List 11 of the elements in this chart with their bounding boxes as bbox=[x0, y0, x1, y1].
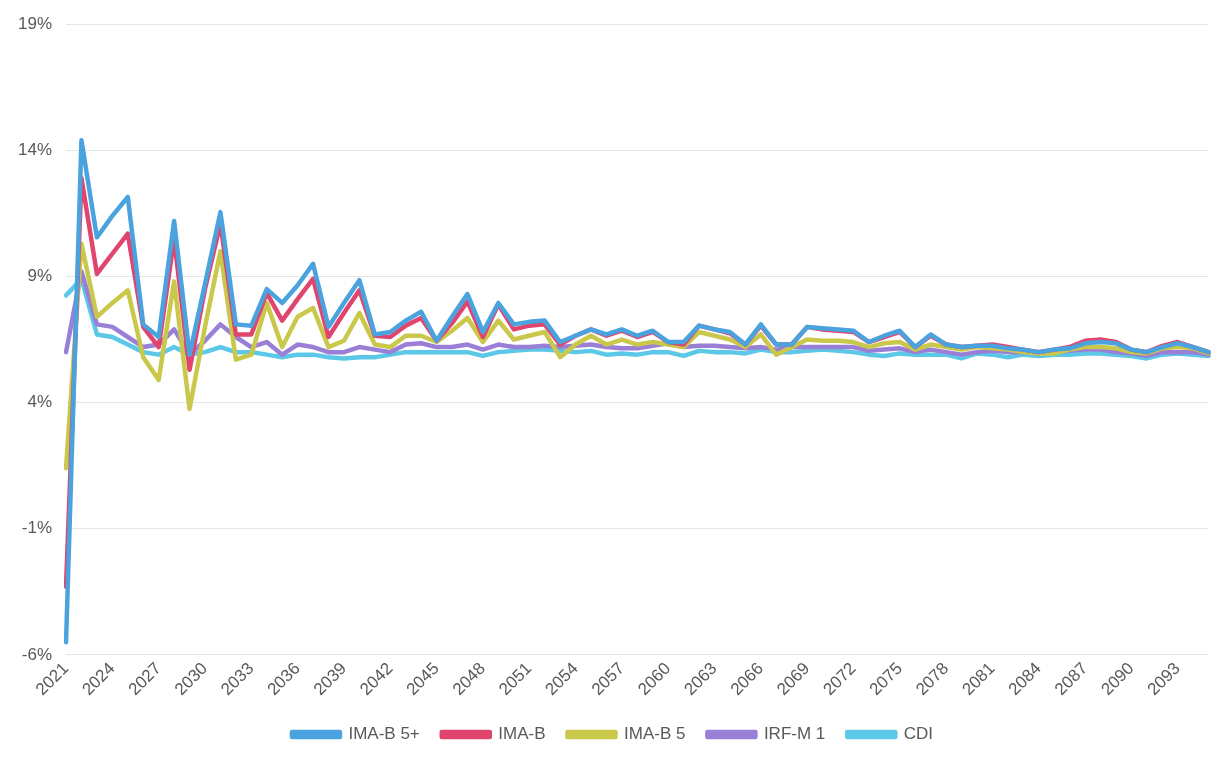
legend-label: IRF-M 1 bbox=[763, 724, 826, 744]
legend-label: IMA-B 5 bbox=[623, 724, 686, 744]
legend-label: IMA-B bbox=[498, 724, 546, 744]
legend-label: CDI bbox=[903, 724, 934, 744]
legend-label: IMA-B 5+ bbox=[348, 724, 420, 744]
y-tick-label: 9% bbox=[27, 266, 53, 286]
y-tick-label: 14% bbox=[17, 140, 53, 160]
y-tick-label: -1% bbox=[21, 518, 53, 538]
y-tick-label: 4% bbox=[27, 392, 53, 412]
y-tick-label: 19% bbox=[17, 13, 53, 33]
y-tick-label: -6% bbox=[21, 644, 53, 664]
